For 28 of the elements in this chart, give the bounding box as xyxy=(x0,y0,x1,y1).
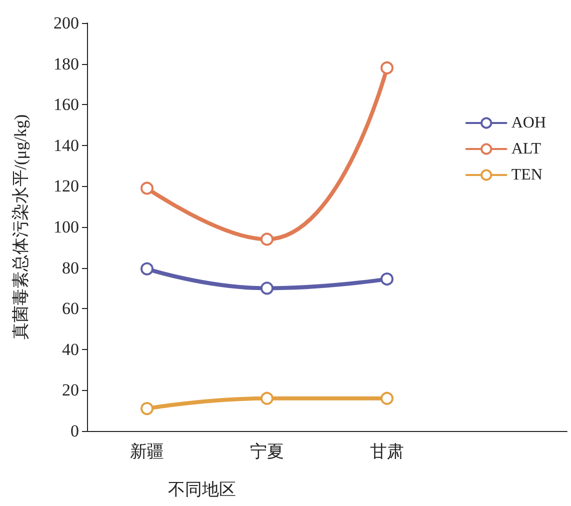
y-tick-label: 0 xyxy=(70,422,79,440)
x-axis-title: 不同地区 xyxy=(168,480,236,499)
x-tick-label: 新疆 xyxy=(130,442,164,461)
point xyxy=(140,262,154,276)
point xyxy=(380,61,394,74)
y-tick-label: 200 xyxy=(54,14,79,32)
y-tick-label: 100 xyxy=(54,218,79,236)
point xyxy=(380,392,394,405)
y-tick-label: 60 xyxy=(62,299,79,318)
y-tick-label: 40 xyxy=(62,340,79,359)
y-tick-label: 20 xyxy=(62,380,79,400)
point xyxy=(260,232,274,246)
y-tick-label: 140 xyxy=(54,136,79,155)
point xyxy=(140,182,154,195)
y-axis-title: 真菌毒素总体污染水平/(μg/kg) xyxy=(11,114,30,340)
point xyxy=(260,392,274,405)
point xyxy=(140,402,154,416)
x-tick-label: 宁夏 xyxy=(250,442,284,461)
legend-label: TEN xyxy=(511,166,543,184)
y-tick-label: 120 xyxy=(54,176,79,196)
point xyxy=(260,282,274,295)
legend-label: AOH xyxy=(511,114,546,132)
x-tick-label: 甘肃 xyxy=(370,442,404,461)
y-tick-label: 180 xyxy=(54,54,79,74)
legend-label: ALT xyxy=(511,140,542,158)
y-tick-label: 160 xyxy=(54,95,79,114)
y-tick-label: 80 xyxy=(62,258,79,278)
point xyxy=(380,272,394,286)
